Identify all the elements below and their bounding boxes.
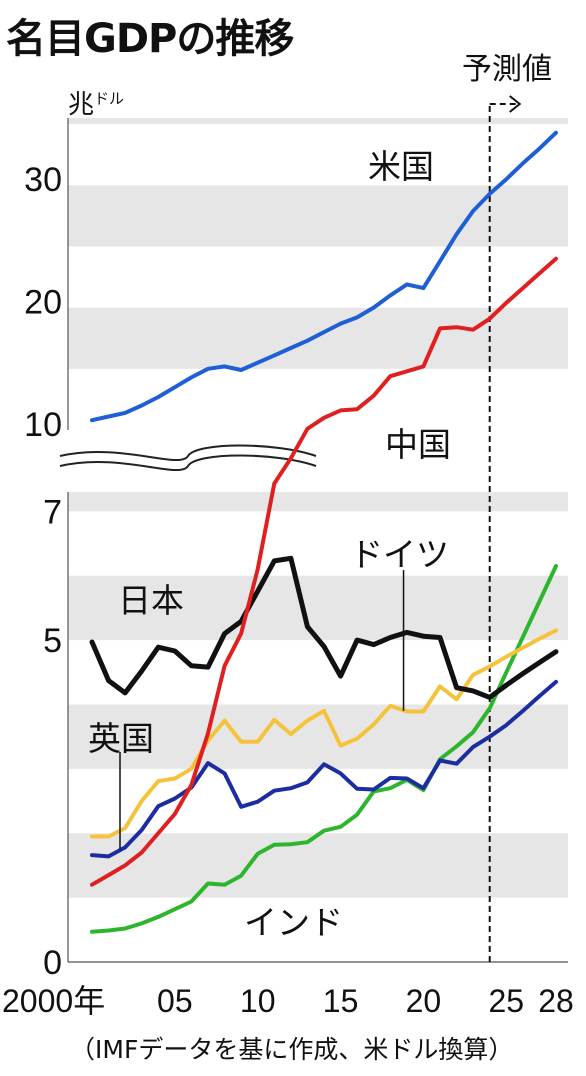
x-tick-label: 05 (157, 983, 193, 1019)
grid-band (68, 185, 568, 247)
y-tick-label: 30 (24, 161, 62, 199)
y-tick-label: 5 (43, 622, 62, 660)
series-label-japan: 日本 (118, 581, 184, 620)
series-label-india: インド (244, 903, 343, 942)
series-line-germany (90, 628, 558, 839)
axis-break-line (59, 454, 317, 471)
unit-sub: ドル (94, 89, 125, 108)
x-tick-label: 2000年 (2, 983, 105, 1019)
grid-band (68, 575, 568, 641)
y-tick-label: 0 (43, 944, 62, 982)
source-note: （IMFデータを基に作成、米ドル換算） (70, 1035, 514, 1064)
x-tick-label: 20 (406, 983, 442, 1019)
series-label-us: 米国 (368, 147, 434, 186)
axis-break-line (59, 444, 317, 461)
grid-band (68, 492, 568, 512)
forecast-arrow-head (509, 95, 522, 113)
y-axis-unit: 兆ドル (68, 84, 124, 121)
series-line-us (90, 130, 558, 423)
chart-title: 名目GDPの推移 (6, 16, 294, 62)
y-tick-label: 10 (24, 406, 62, 444)
forecast-label: 予測値 (462, 52, 552, 87)
series-label-uk: 英国 (88, 719, 154, 758)
y-tick-label: 7 (43, 493, 62, 531)
series-line-india (90, 564, 558, 934)
x-tick-label: 10 (240, 983, 276, 1019)
series-label-china: 中国 (385, 425, 451, 464)
series-line-uk (90, 679, 558, 859)
x-tick-label: 15 (323, 983, 359, 1019)
grid-band (68, 118, 568, 125)
x-tick-label: 25 (488, 983, 524, 1019)
series-line-china (90, 256, 558, 887)
series-label-germany: ドイツ (350, 535, 449, 574)
grid-band (68, 307, 568, 369)
unit-main: 兆 (68, 90, 95, 120)
series-line-japan (89, 555, 559, 700)
x-tick-label: 28 (538, 983, 574, 1019)
grid-band (68, 833, 568, 898)
y-tick-label: 20 (24, 284, 62, 322)
